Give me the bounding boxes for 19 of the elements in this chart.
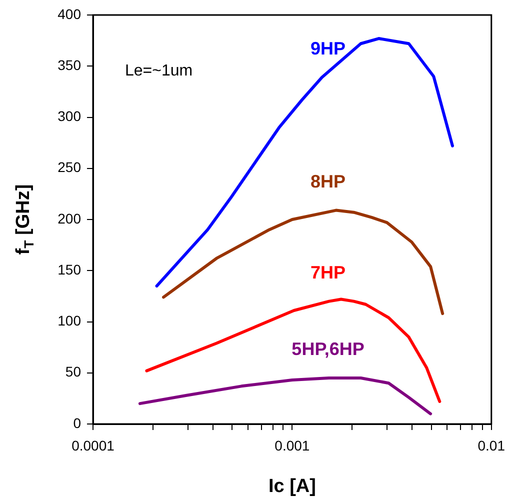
y-tick-label: 350 [58, 56, 82, 73]
y-tick-label: 250 [58, 159, 82, 176]
y-tick-label: 100 [58, 312, 82, 329]
annotation: Le=~1um [125, 62, 193, 80]
y-tick-label: 150 [58, 261, 82, 278]
y-tick-label: 200 [58, 210, 82, 226]
series-label: 9HP [310, 38, 346, 58]
x-tick-label: 0.001 [274, 437, 310, 454]
x-tick-label: 0.01 [478, 437, 506, 454]
series-label: 5HP,6HP [292, 338, 364, 359]
x-tick-label: 0.0001 [72, 437, 115, 454]
y-tick-label: 400 [58, 6, 82, 22]
y-tick-label: 300 [58, 108, 82, 124]
series-label: 7HP [310, 262, 346, 282]
x-axis-title: Ic [A] [268, 476, 316, 498]
y-tick-label: 0 [73, 414, 82, 431]
y-axis-title: fT [GHz] [13, 184, 36, 255]
y-tick-label: 50 [65, 364, 82, 380]
series-label: 8HP [310, 171, 346, 192]
